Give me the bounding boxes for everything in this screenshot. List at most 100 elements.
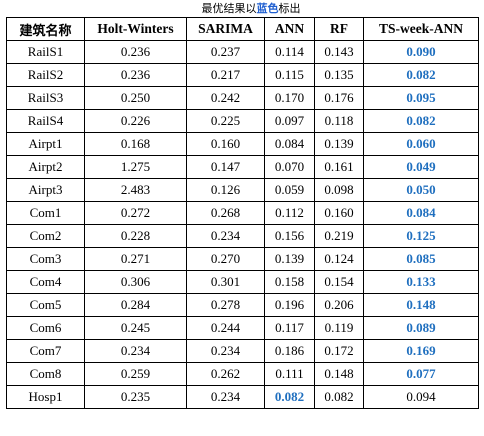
cell-ann: 0.082 (264, 385, 315, 409)
cell-holt-winters: 0.168 (84, 132, 187, 156)
cell-rf: 0.172 (314, 339, 364, 363)
cell-ann: 0.114 (264, 40, 315, 64)
cell-ann: 0.112 (264, 201, 315, 225)
table-row: Airpt3 2.483 0.126 0.059 0.098 0.050 (6, 178, 479, 202)
cell-building-name: Com6 (6, 316, 85, 340)
cell-building-name: Com3 (6, 247, 85, 271)
cell-sarima: 0.234 (186, 224, 265, 248)
cell-ann: 0.196 (264, 293, 315, 317)
header-ts-week-ann: TS-week-ANN (363, 17, 479, 41)
cell-building-name: RailS1 (6, 40, 85, 64)
cell-holt-winters: 0.234 (84, 339, 187, 363)
cell-sarima: 0.147 (186, 155, 265, 179)
cell-holt-winters: 1.275 (84, 155, 187, 179)
table-row: Com6 0.245 0.244 0.117 0.119 0.089 (6, 316, 479, 340)
cell-rf: 0.124 (314, 247, 364, 271)
cell-ann: 0.156 (264, 224, 315, 248)
cell-rf: 0.139 (314, 132, 364, 156)
cell-holt-winters: 0.284 (84, 293, 187, 317)
cell-building-name: Airpt3 (6, 178, 85, 202)
cell-sarima: 0.270 (186, 247, 265, 271)
cell-holt-winters: 0.259 (84, 362, 187, 386)
cell-holt-winters: 0.236 (84, 40, 187, 64)
cell-building-name: Com8 (6, 362, 85, 386)
cell-ann: 0.186 (264, 339, 315, 363)
cell-building-name: Com4 (6, 270, 85, 294)
cell-sarima: 0.234 (186, 339, 265, 363)
cell-rf: 0.206 (314, 293, 364, 317)
cell-building-name: Com1 (6, 201, 85, 225)
cell-ts-week-ann: 0.049 (363, 155, 479, 179)
table-row: Hosp1 0.235 0.234 0.082 0.082 0.094 (6, 385, 479, 409)
caption-prefix: 最优结果以 (201, 2, 257, 15)
header-row: 建筑名称 Holt-Winters SARIMA ANN RF TS-week-… (6, 17, 479, 41)
cell-holt-winters: 0.235 (84, 385, 187, 409)
cell-sarima: 0.225 (186, 109, 265, 133)
header-building-name: 建筑名称 (6, 17, 85, 41)
table-row: RailS1 0.236 0.237 0.114 0.143 0.090 (6, 40, 479, 64)
cell-building-name: Hosp1 (6, 385, 85, 409)
cell-holt-winters: 0.250 (84, 86, 187, 110)
cell-rf: 0.098 (314, 178, 364, 202)
cell-ts-week-ann: 0.090 (363, 40, 479, 64)
table-row: Com3 0.271 0.270 0.139 0.124 0.085 (6, 247, 479, 271)
cell-ann: 0.115 (264, 63, 315, 87)
header-holt-winters: Holt-Winters (84, 17, 187, 41)
cell-ts-week-ann: 0.082 (363, 63, 479, 87)
cell-ts-week-ann: 0.085 (363, 247, 479, 271)
cell-ts-week-ann: 0.089 (363, 316, 479, 340)
cell-rf: 0.161 (314, 155, 364, 179)
cell-holt-winters: 0.236 (84, 63, 187, 87)
cell-ts-week-ann: 0.060 (363, 132, 479, 156)
cell-sarima: 0.234 (186, 385, 265, 409)
cell-building-name: Com7 (6, 339, 85, 363)
caption-highlight: 蓝色 (256, 2, 279, 15)
cell-sarima: 0.262 (186, 362, 265, 386)
cell-ann: 0.084 (264, 132, 315, 156)
cell-sarima: 0.301 (186, 270, 265, 294)
table-row: Airpt1 0.168 0.160 0.084 0.139 0.060 (6, 132, 479, 156)
cell-sarima: 0.268 (186, 201, 265, 225)
cell-ann: 0.117 (264, 316, 315, 340)
cell-rf: 0.082 (314, 385, 364, 409)
table-row: RailS4 0.226 0.225 0.097 0.118 0.082 (6, 109, 479, 133)
cell-rf: 0.148 (314, 362, 364, 386)
cell-ann: 0.170 (264, 86, 315, 110)
cell-sarima: 0.237 (186, 40, 265, 64)
caption-suffix: 标出 (278, 2, 301, 15)
cell-sarima: 0.278 (186, 293, 265, 317)
cell-building-name: RailS4 (6, 109, 85, 133)
table-row: Com8 0.259 0.262 0.111 0.148 0.077 (6, 362, 479, 386)
cell-ts-week-ann: 0.133 (363, 270, 479, 294)
cell-ts-week-ann: 0.169 (363, 339, 479, 363)
cell-building-name: Airpt1 (6, 132, 85, 156)
table-row: Com1 0.272 0.268 0.112 0.160 0.084 (6, 201, 479, 225)
cell-sarima: 0.244 (186, 316, 265, 340)
table-row: Airpt2 1.275 0.147 0.070 0.161 0.049 (6, 155, 479, 179)
table-body: RailS1 0.236 0.237 0.114 0.143 0.090 RailS2 0.2… (6, 40, 479, 409)
cell-holt-winters: 0.272 (84, 201, 187, 225)
table-row: Com5 0.284 0.278 0.196 0.206 0.148 (6, 293, 479, 317)
cell-ts-week-ann: 0.094 (363, 385, 479, 409)
cell-ts-week-ann: 0.077 (363, 362, 479, 386)
cell-ts-week-ann: 0.125 (363, 224, 479, 248)
cell-rf: 0.219 (314, 224, 364, 248)
header-sarima: SARIMA (186, 17, 265, 41)
cell-ann: 0.059 (264, 178, 315, 202)
results-table: 建筑名称 Holt-Winters SARIMA ANN RF TS-week-… (6, 17, 479, 409)
table-row: Com2 0.228 0.234 0.156 0.219 0.125 (6, 224, 479, 248)
table-row: Com7 0.234 0.234 0.186 0.172 0.169 (6, 339, 479, 363)
cell-ts-week-ann: 0.084 (363, 201, 479, 225)
cell-holt-winters: 0.228 (84, 224, 187, 248)
cell-holt-winters: 2.483 (84, 178, 187, 202)
table-caption: 最优结果以蓝色标出 (0, 1, 484, 16)
cell-rf: 0.118 (314, 109, 364, 133)
cell-building-name: Airpt2 (6, 155, 85, 179)
cell-sarima: 0.160 (186, 132, 265, 156)
cell-ann: 0.158 (264, 270, 315, 294)
cell-building-name: RailS3 (6, 86, 85, 110)
cell-ann: 0.097 (264, 109, 315, 133)
cell-sarima: 0.217 (186, 63, 265, 87)
table-row: RailS2 0.236 0.217 0.115 0.135 0.082 (6, 63, 479, 87)
cell-ts-week-ann: 0.095 (363, 86, 479, 110)
